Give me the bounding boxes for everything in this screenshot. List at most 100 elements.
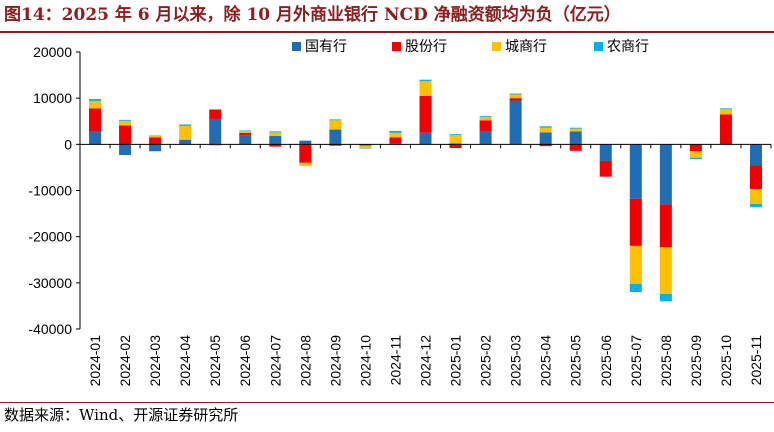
x-tick-label: 2024-03 — [147, 335, 163, 387]
bar-1-2024-07 — [269, 136, 282, 145]
bar-1-2024-09 — [329, 129, 342, 145]
bar-3-2024-10 — [359, 145, 372, 149]
bar-1-2025-04 — [539, 132, 552, 145]
bar-2-2025-04 — [539, 144, 552, 147]
bar-2-2024-11 — [389, 137, 402, 144]
bar-4-2024-02 — [119, 119, 132, 121]
bar-1-2025-03 — [509, 100, 522, 145]
title-bar: 图14：2025 年 6 月以来，除 10 月外商业银行 NCD 净融资额均为负… — [0, 0, 774, 33]
bar-3-2025-07 — [629, 245, 642, 284]
bar-2-2024-05 — [209, 109, 222, 119]
y-tick-label: -10000 — [28, 183, 72, 199]
legend-swatch-4 — [594, 42, 603, 51]
bar-1-2024-10 — [359, 144, 372, 146]
legend-label-4: 农商行 — [607, 39, 649, 55]
bar-3-2024-07 — [269, 132, 282, 137]
bar-4-2025-03 — [509, 93, 522, 95]
x-tick-label: 2024-04 — [177, 335, 193, 387]
x-tick-label: 2025-06 — [598, 335, 614, 387]
bar-2-2024-07 — [269, 144, 282, 147]
x-tick-label: 2025-09 — [688, 335, 704, 387]
bar-2-2025-07 — [629, 198, 642, 246]
x-tick-label: 2025-05 — [568, 335, 584, 387]
bar-2-2025-01 — [449, 144, 462, 149]
legend-label-1: 国有行 — [305, 39, 347, 55]
bar-1-2024-08 — [299, 140, 312, 145]
bar-3-2025-05 — [569, 128, 582, 132]
bar-3-2024-08 — [299, 162, 312, 166]
y-tick-label: -40000 — [28, 321, 72, 337]
bar-3-2025-08 — [659, 247, 672, 294]
x-tick-label: 2024-11 — [387, 335, 403, 386]
y-tick-label: 10000 — [33, 90, 72, 106]
source-divider — [0, 402, 774, 403]
y-tick-label: -30000 — [28, 275, 72, 291]
bar-3-2024-12 — [419, 81, 432, 96]
bar-4-2024-01 — [89, 99, 102, 101]
x-tick-label: 2024-02 — [117, 335, 133, 387]
bar-2-2025-11 — [749, 165, 762, 190]
bar-3-2024-02 — [119, 120, 132, 126]
y-tick-label: -20000 — [28, 229, 72, 245]
bar-4-2024-05 — [209, 109, 222, 110]
bar-2-2025-05 — [569, 144, 582, 151]
x-tick-label: 2025-01 — [448, 335, 464, 387]
x-tick-label: 2024-07 — [267, 335, 283, 387]
x-tick-label: 2025-02 — [478, 335, 494, 387]
bar-4-2024-11 — [389, 130, 402, 133]
bar-1-2025-05 — [569, 131, 582, 145]
bar-1-2025-07 — [629, 144, 642, 199]
x-tick-label: 2024-05 — [207, 335, 223, 387]
bar-2-2025-08 — [659, 204, 672, 248]
legend-swatch-3 — [492, 42, 501, 51]
x-tick-label: 2025-10 — [718, 335, 734, 387]
bar-3-2025-03 — [509, 94, 522, 99]
bar-4-2024-06 — [239, 130, 252, 131]
bar-2-2025-06 — [599, 160, 612, 177]
bar-3-2024-06 — [239, 130, 252, 133]
bar-4-2025-05 — [569, 127, 582, 129]
legend-label-2: 股份行 — [405, 39, 447, 55]
bar-4-2025-04 — [539, 126, 552, 128]
bar-2-2024-08 — [299, 144, 312, 163]
bar-4-2024-03 — [149, 135, 162, 137]
bar-4-2025-10 — [719, 108, 732, 110]
legend-swatch-1 — [292, 42, 301, 51]
bar-2-2024-09 — [329, 144, 342, 146]
bar-4-2024-12 — [419, 79, 432, 82]
x-tick-label: 2024-12 — [418, 335, 434, 387]
bar-1-2025-11 — [749, 144, 762, 166]
bar-4-2025-01 — [449, 134, 462, 136]
stacked-bar-chart: 20000 10000 0 -10000 -20000 -30000 -40000 2024-… — [28, 39, 772, 387]
bar-2-2025-09 — [689, 144, 702, 152]
bar-1-2025-02 — [479, 131, 492, 145]
x-tick-label: 2025-03 — [508, 335, 524, 387]
x-tick-label: 2024-01 — [87, 335, 103, 387]
x-tick-label: 2024-06 — [237, 335, 253, 387]
bar-1-2025-06 — [599, 144, 612, 161]
y-tick-label: 0 — [64, 136, 72, 152]
bar-4-2024-08 — [299, 165, 312, 166]
bar-3-2024-01 — [89, 100, 102, 109]
bar-4-2025-09 — [689, 157, 702, 160]
bar-3-2024-03 — [149, 136, 162, 138]
bar-3-2024-05 — [209, 144, 222, 146]
bar-2-2024-12 — [419, 95, 432, 133]
bar-4-2025-11 — [749, 203, 762, 208]
bar-3-2025-04 — [539, 127, 552, 133]
bar-3-2025-10 — [719, 109, 732, 115]
bar-1-2024-03 — [149, 144, 162, 152]
bar-2-2024-01 — [89, 108, 102, 132]
bar-3-2025-02 — [479, 117, 492, 121]
bar-4-2025-08 — [659, 293, 672, 302]
bar-4-2024-04 — [179, 124, 192, 126]
bar-4-2025-07 — [629, 283, 642, 293]
legend-label-3: 城商行 — [505, 39, 547, 55]
bar-2-2024-06 — [239, 132, 252, 136]
bar-2-2025-02 — [479, 120, 492, 132]
bar-1-2024-02 — [119, 144, 132, 155]
bar-4-2024-10 — [359, 148, 372, 149]
x-tick-label: 2024-08 — [297, 335, 313, 387]
y-tick-label: 20000 — [33, 44, 72, 60]
bar-3-2024-11 — [389, 132, 402, 138]
